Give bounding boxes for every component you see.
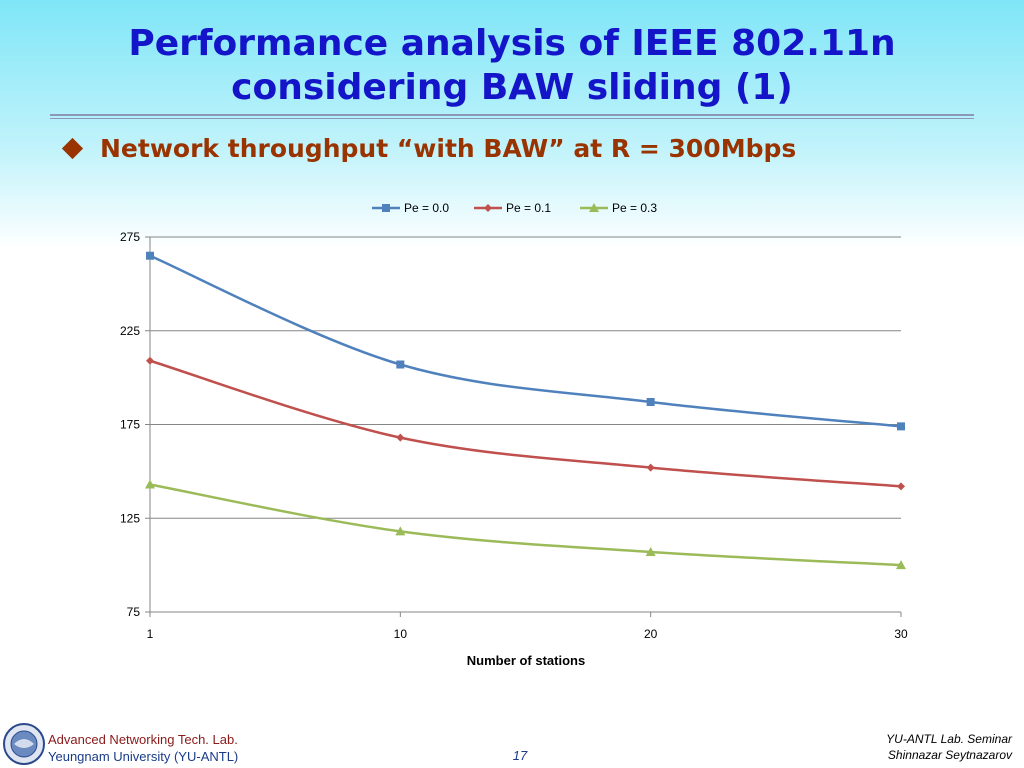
bullet-point: Network throughput “with BAW” at R = 300… bbox=[61, 131, 797, 165]
data-point bbox=[897, 422, 905, 431]
x-tick-label: 1 bbox=[147, 627, 154, 641]
series-line bbox=[149, 359, 902, 488]
data-point bbox=[646, 398, 655, 406]
chart-axes: 75 125 175 225 275 1 10 20 30 bbox=[120, 230, 908, 641]
university-logo-icon bbox=[3, 723, 45, 765]
legend-entry-1: Pe = 0.0 bbox=[372, 201, 449, 215]
legend-marker bbox=[589, 203, 599, 212]
footer-seminar-info: YU-ANTL Lab. Seminar Shinnazar Seytnazar… bbox=[886, 731, 1012, 763]
series-line bbox=[149, 254, 902, 428]
footer-lab-info: Advanced Networking Tech. Lab. Yeungnam … bbox=[48, 731, 238, 765]
series-2 bbox=[146, 356, 905, 491]
footer-seminar: YU-ANTL Lab. Seminar bbox=[886, 732, 1012, 746]
data-point bbox=[395, 526, 406, 536]
chart-legend: Pe = 0.0 Pe = 0.1 Pe = 0.3 bbox=[372, 201, 657, 215]
bullet-text: Network throughput “with BAW” at R = 300… bbox=[100, 133, 797, 163]
legend-entry-3: Pe = 0.3 bbox=[580, 201, 657, 215]
y-tick-label: 175 bbox=[120, 418, 140, 432]
slide-title: Performance analysis of IEEE 802.11n con… bbox=[0, 22, 1024, 110]
title-divider bbox=[50, 114, 974, 116]
series-1 bbox=[146, 251, 905, 431]
y-tick-label: 125 bbox=[120, 511, 140, 525]
x-tick-label: 10 bbox=[394, 627, 408, 641]
chart-series bbox=[145, 251, 906, 570]
data-point bbox=[146, 356, 154, 365]
x-tick-label: 20 bbox=[644, 627, 658, 641]
y-tick-label: 275 bbox=[120, 230, 140, 244]
title-divider-thin bbox=[50, 118, 974, 119]
series-3 bbox=[145, 479, 906, 570]
legend-label: Pe = 0.3 bbox=[612, 201, 657, 215]
series-line bbox=[149, 483, 902, 567]
title-line-2: considering BAW sliding (1) bbox=[231, 67, 793, 108]
footer-presenter: Shinnazar Seytnazarov bbox=[887, 748, 1012, 762]
data-point bbox=[145, 479, 155, 489]
legend-marker bbox=[484, 204, 492, 212]
chart-grid bbox=[150, 236, 901, 519]
title-line-1: Performance analysis of IEEE 802.11n bbox=[128, 23, 896, 64]
data-point bbox=[396, 433, 405, 442]
data-point bbox=[645, 547, 656, 556]
data-point bbox=[896, 560, 906, 570]
data-point bbox=[146, 251, 154, 260]
page-number: 17 bbox=[512, 748, 528, 763]
legend-label: Pe = 0.0 bbox=[404, 201, 449, 215]
data-point bbox=[897, 482, 905, 491]
x-axis-label: Number of stations bbox=[467, 653, 585, 668]
legend-entry-2: Pe = 0.1 bbox=[474, 201, 551, 215]
y-tick-label: 225 bbox=[120, 324, 140, 338]
footer-lab-name: Advanced Networking Tech. Lab. bbox=[48, 732, 238, 747]
y-tick-label: 75 bbox=[127, 605, 141, 619]
legend-label: Pe = 0.1 bbox=[506, 201, 551, 215]
x-tick-label: 30 bbox=[894, 627, 908, 641]
footer-university: Yeungnam University (YU-ANTL) bbox=[48, 749, 239, 764]
data-point bbox=[646, 463, 655, 472]
legend-marker bbox=[382, 204, 390, 212]
data-point bbox=[396, 360, 405, 369]
